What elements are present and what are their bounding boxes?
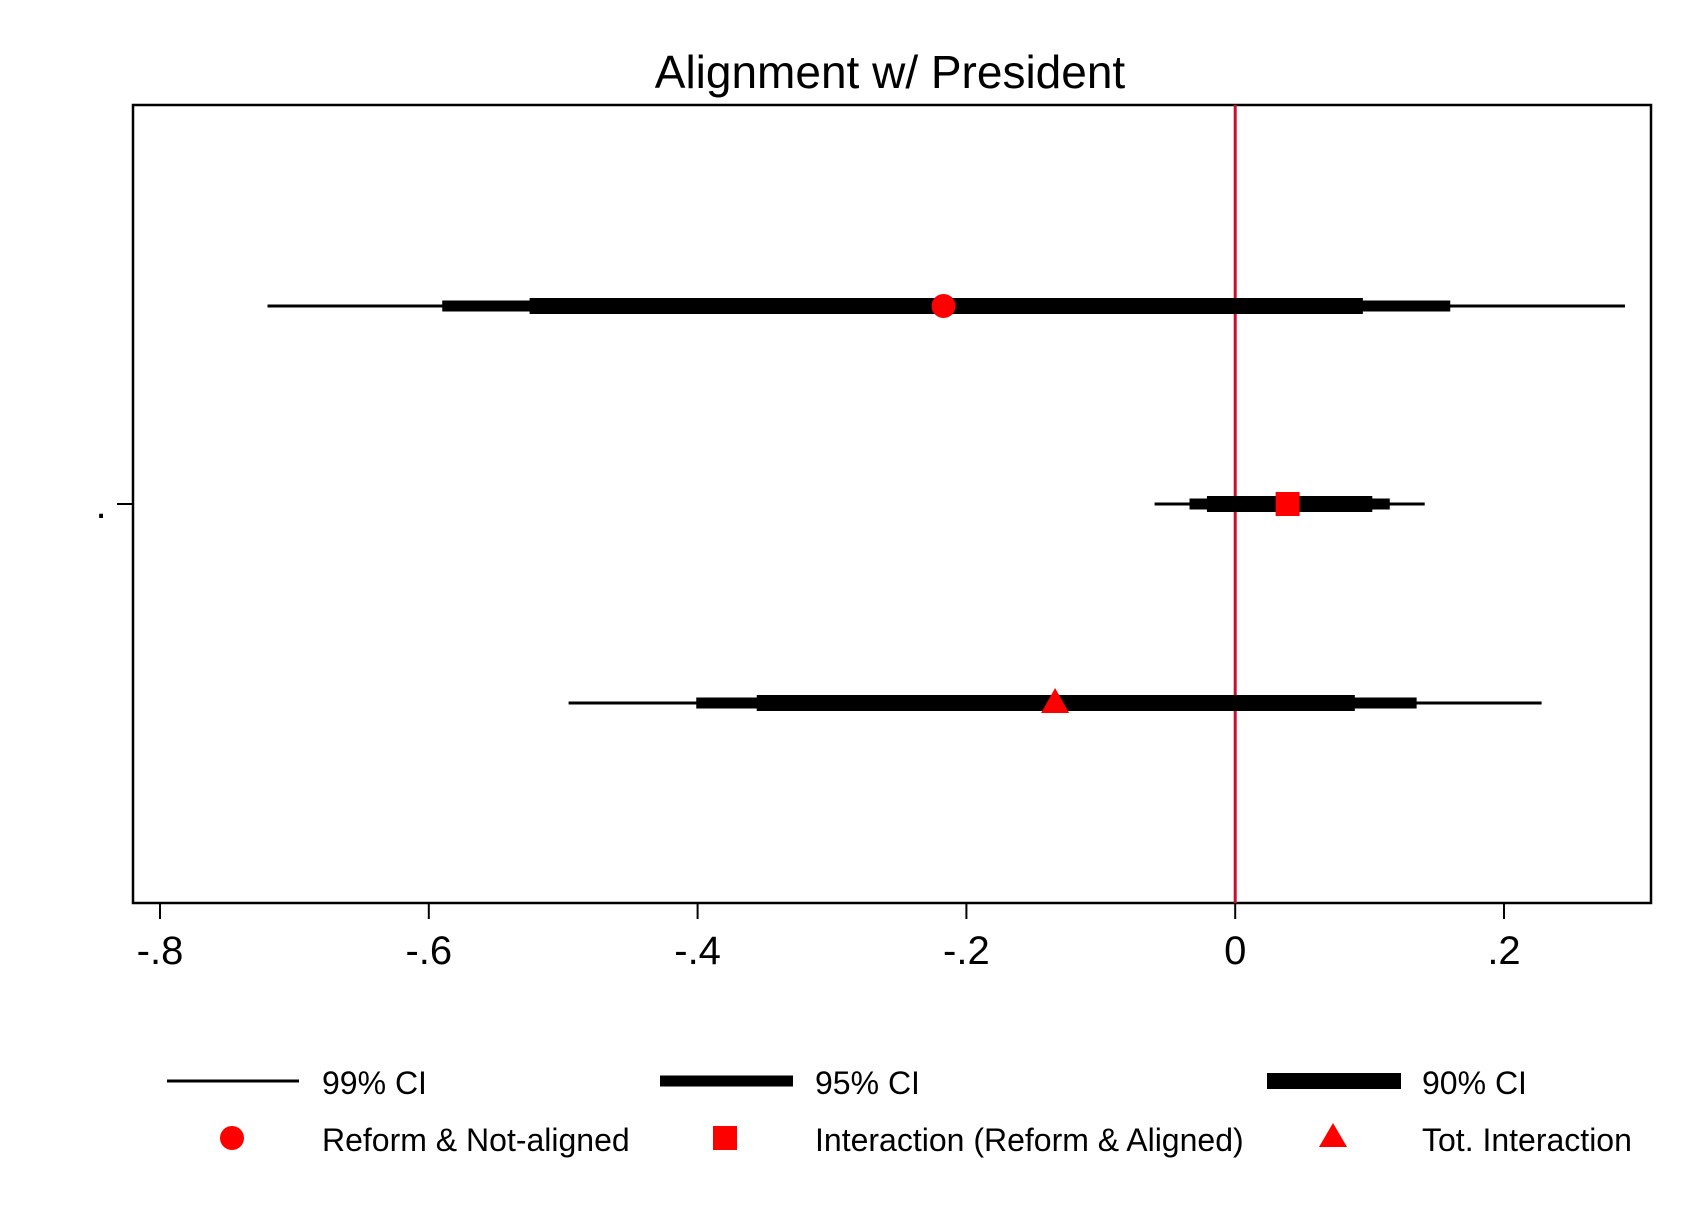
chart-marks (267, 294, 1625, 713)
legend-label-reform-not-aligned: Reform & Not-aligned (322, 1122, 630, 1158)
legend-marker-triangle (1319, 1123, 1347, 1147)
x-tick-label: -.6 (405, 929, 452, 973)
legend-label-interaction: Interaction (Reform & Aligned) (815, 1122, 1244, 1158)
x-tick-label: -.4 (674, 929, 721, 973)
point-estimate-square (1275, 492, 1300, 516)
x-tick-label: 0 (1224, 929, 1246, 973)
point-estimate-triangle (1041, 688, 1070, 713)
x-axis: -.8 -.6 -.4 -.2 0 .2 (137, 903, 1521, 973)
legend-label-99ci: 99% CI (322, 1065, 427, 1101)
legend-label-95ci: 95% CI (815, 1065, 920, 1101)
legend-label-90ci: 90% CI (1422, 1065, 1527, 1101)
chart-title: Alignment w/ President (655, 46, 1126, 98)
y-axis: . (95, 483, 133, 527)
legend-label-tot-interaction: Tot. Interaction (1422, 1122, 1632, 1158)
legend: 99% CI 95% CI 90% CI Reform & Not-aligne… (167, 1065, 1632, 1158)
x-tick-label: -.2 (943, 929, 990, 973)
y-tick-label: . (95, 483, 106, 527)
point-estimate-circle (931, 294, 956, 318)
x-tick-label: -.8 (137, 929, 184, 973)
x-tick-label: .2 (1487, 929, 1520, 973)
legend-marker-square (713, 1126, 737, 1150)
legend-marker-circle (220, 1126, 244, 1150)
